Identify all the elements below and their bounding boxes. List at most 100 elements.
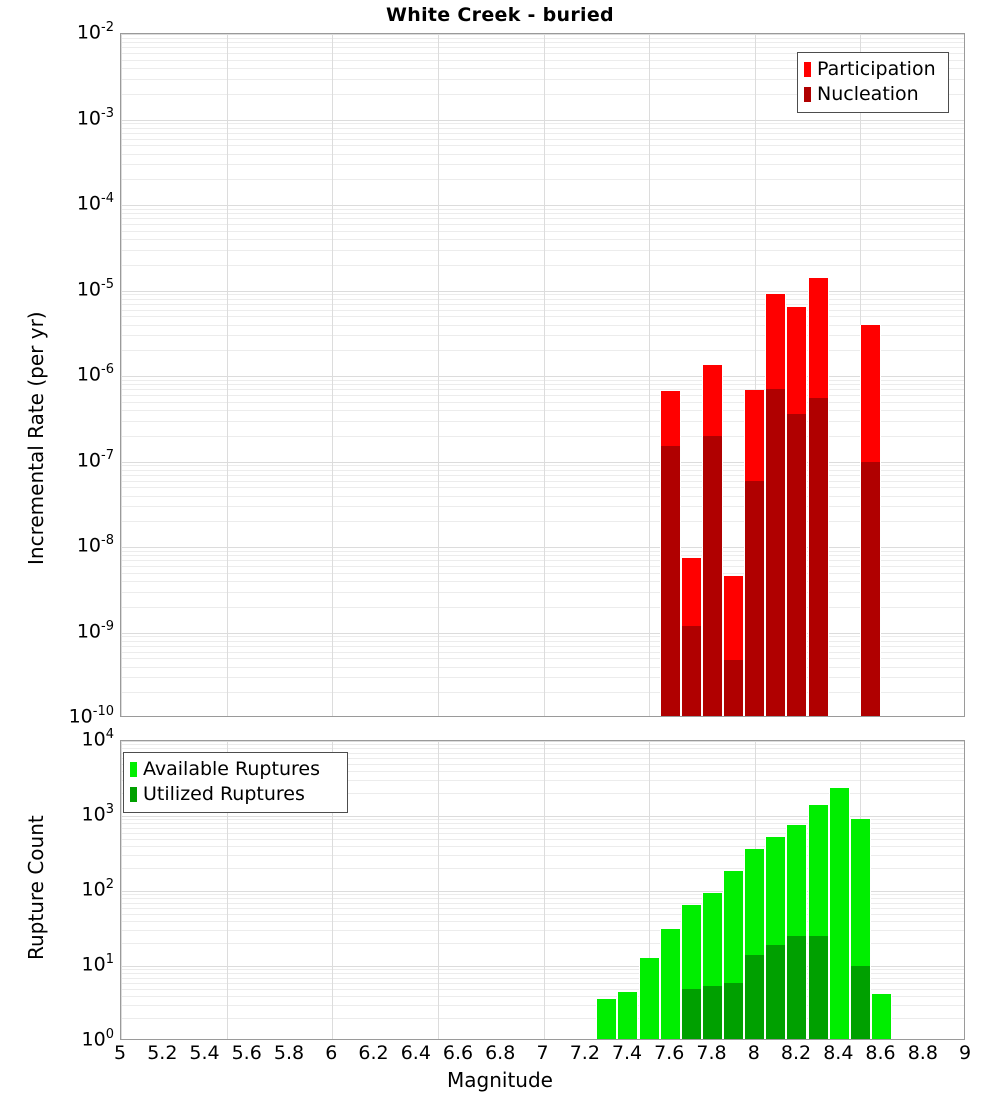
bar-segment-sub — [765, 945, 787, 1039]
bar-segment-sub — [786, 936, 808, 1039]
legend-swatch-icon — [130, 787, 137, 802]
x-tick-label: 5.6 — [231, 1042, 262, 1064]
legend-label: Utilized Ruptures — [143, 783, 305, 805]
gridline-horizontal — [121, 474, 964, 476]
gridline-horizontal — [121, 591, 964, 593]
gridline-horizontal — [121, 793, 964, 795]
gridline-horizontal — [121, 145, 964, 147]
bottom-plot-legend: Available Ruptures Utilized Ruptures — [123, 752, 348, 813]
legend-swatch-icon — [804, 87, 811, 102]
gridline-horizontal — [121, 303, 964, 305]
gridline-horizontal — [121, 78, 964, 80]
gridline-horizontal — [121, 218, 964, 220]
x-tick-label: 6.4 — [400, 1042, 431, 1064]
gridline-horizontal — [121, 770, 964, 772]
gridline-vertical — [226, 741, 228, 1039]
gridline-horizontal — [121, 816, 964, 817]
gridline-horizontal — [121, 205, 964, 206]
x-tick-label: 8 — [747, 1042, 760, 1064]
gridline-horizontal — [121, 677, 964, 679]
gridline-horizontal — [121, 966, 964, 967]
gridline-horizontal — [121, 891, 964, 892]
gridline-horizontal — [121, 995, 964, 997]
gridline-horizontal — [121, 640, 964, 642]
legend-item: Participation — [804, 57, 941, 82]
x-tick-label: 8.6 — [865, 1042, 896, 1064]
gridline-vertical — [754, 34, 756, 716]
bar-segment-sub — [786, 413, 808, 716]
y-tick-label: 10-7 — [76, 447, 114, 471]
rupture-count-plot — [120, 740, 965, 1040]
gridline-vertical — [226, 34, 228, 716]
gridline-horizontal — [121, 969, 964, 971]
gridline-horizontal — [121, 153, 964, 155]
gridline-horizontal — [121, 164, 964, 166]
gridline-horizontal — [121, 1018, 964, 1020]
gridline-vertical — [437, 34, 439, 716]
bar-segment-sub — [807, 936, 829, 1039]
legend-label: Available Ruptures — [143, 758, 320, 780]
gridline-horizontal — [121, 335, 964, 337]
gridline-vertical — [649, 34, 651, 716]
gridline-horizontal — [121, 982, 964, 984]
bar-segment-sub — [659, 446, 681, 716]
gridline-horizontal — [121, 547, 964, 548]
gridline-horizontal — [121, 309, 964, 311]
x-tick-label: 5.4 — [189, 1042, 220, 1064]
gridline-vertical — [121, 34, 122, 716]
gridline-horizontal — [121, 208, 964, 210]
gridline-horizontal — [121, 827, 964, 829]
gridline-horizontal — [121, 53, 964, 54]
gridline-horizontal — [121, 395, 964, 396]
top-plot-y-axis-title: Incremental Rate (per yr) — [24, 311, 48, 565]
gridline-horizontal — [121, 823, 964, 825]
x-tick-label: 5.8 — [273, 1042, 305, 1064]
gridline-horizontal — [121, 741, 964, 742]
gridline-horizontal — [121, 298, 964, 300]
legend-swatch-icon — [804, 62, 811, 77]
x-tick-label: 8.4 — [823, 1042, 854, 1064]
gridline-horizontal — [121, 376, 964, 377]
legend-item: Nucleation — [804, 82, 941, 107]
x-tick-label: 5.2 — [147, 1042, 178, 1064]
x-tick-label: 6.8 — [485, 1042, 516, 1064]
bar-segment-total — [596, 999, 618, 1039]
gridline-horizontal — [121, 389, 964, 391]
x-tick-label: 8.2 — [780, 1042, 812, 1064]
bar-segment-sub — [680, 988, 702, 1039]
incremental-rate-plot — [120, 33, 965, 717]
bar-segment-total — [659, 929, 681, 1039]
gridline-horizontal — [121, 572, 964, 574]
gridline-horizontal — [121, 264, 964, 266]
gridline-horizontal — [121, 606, 964, 608]
gridline-horizontal — [121, 480, 964, 482]
bar-segment-sub — [849, 966, 871, 1039]
y-tick-label: 10-2 — [76, 20, 114, 44]
bar-segment-sub — [723, 659, 745, 716]
x-tick-label: 7.8 — [696, 1042, 727, 1064]
y-tick-label: 10-8 — [76, 533, 114, 557]
gridline-horizontal — [121, 930, 964, 932]
legend-item: Available Ruptures — [130, 757, 340, 782]
x-tick-label: 9 — [958, 1042, 972, 1064]
gridline-horizontal — [121, 566, 964, 567]
gridline-vertical — [543, 741, 545, 1039]
gridline-horizontal — [121, 350, 964, 352]
gridline-horizontal — [121, 420, 964, 422]
y-tick-label: 103 — [81, 802, 114, 826]
gridline-horizontal — [121, 213, 964, 215]
gridline-horizontal — [121, 555, 964, 557]
gridline-vertical — [649, 741, 651, 1039]
gridline-horizontal — [121, 838, 964, 840]
y-tick-label: 10-5 — [76, 276, 114, 300]
legend-label: Nucleation — [817, 83, 919, 105]
gridline-horizontal — [121, 521, 964, 523]
gridline-horizontal — [121, 819, 964, 821]
gridline-horizontal — [121, 59, 964, 61]
gridline-horizontal — [121, 913, 964, 915]
x-tick-label: 6.2 — [358, 1042, 389, 1064]
x-tick-label: 6 — [325, 1042, 338, 1064]
gridline-horizontal — [121, 920, 964, 922]
gridline-horizontal — [121, 506, 964, 508]
bar-segment-sub — [723, 982, 745, 1039]
